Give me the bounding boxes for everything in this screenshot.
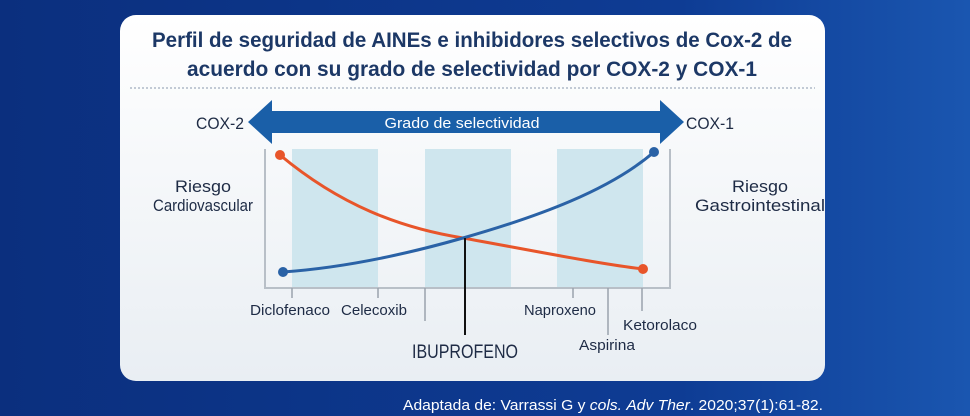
ticks [291, 288, 643, 335]
band-2 [425, 149, 511, 288]
citation-journal: Adv Ther [625, 397, 691, 414]
cox2-label: COX-2 [196, 114, 244, 133]
label-celecoxib: Celecoxib [341, 302, 407, 319]
gi-end-point [649, 147, 659, 157]
cv-start-point [275, 150, 285, 160]
citation-prefix: Adaptada de: Varrassi G y [403, 397, 590, 414]
selectivity-arrow [248, 100, 684, 144]
citation: Adaptada de: Varrassi G y cols. Adv Ther… [403, 397, 823, 414]
citation-cols: cols. [590, 397, 622, 414]
gi-risk-label-2: Gastrointestinal [695, 196, 825, 215]
citation-rest: . 2020;37(1):61-82. [690, 397, 823, 414]
gastrointestinal-risk-curve [282, 150, 655, 274]
cox1-label: COX-1 [686, 114, 734, 133]
label-aspirina: Aspirina [579, 337, 636, 354]
label-ketorolaco: Ketorolaco [623, 317, 697, 334]
gi-start-point [278, 267, 288, 277]
label-diclofenaco: Diclofenaco [250, 302, 330, 319]
label-naproxeno: Naproxeno [524, 302, 596, 319]
label-ibuprofeno: IBUPROFENO [412, 342, 518, 363]
cv-risk-label-1: Riesgo [175, 177, 231, 196]
title-line-2: acuerdo con su grado de selectividad por… [187, 58, 757, 81]
title-line-1: Perfil de seguridad de AINEs e inhibidor… [152, 29, 792, 52]
cv-risk-label-2: Cardiovascular [153, 196, 253, 215]
cv-end-point [638, 264, 648, 274]
gi-risk-label-1: Riesgo [732, 177, 788, 196]
arrow-label: Grado de selectividad [385, 115, 540, 132]
plot-frame [264, 149, 671, 289]
